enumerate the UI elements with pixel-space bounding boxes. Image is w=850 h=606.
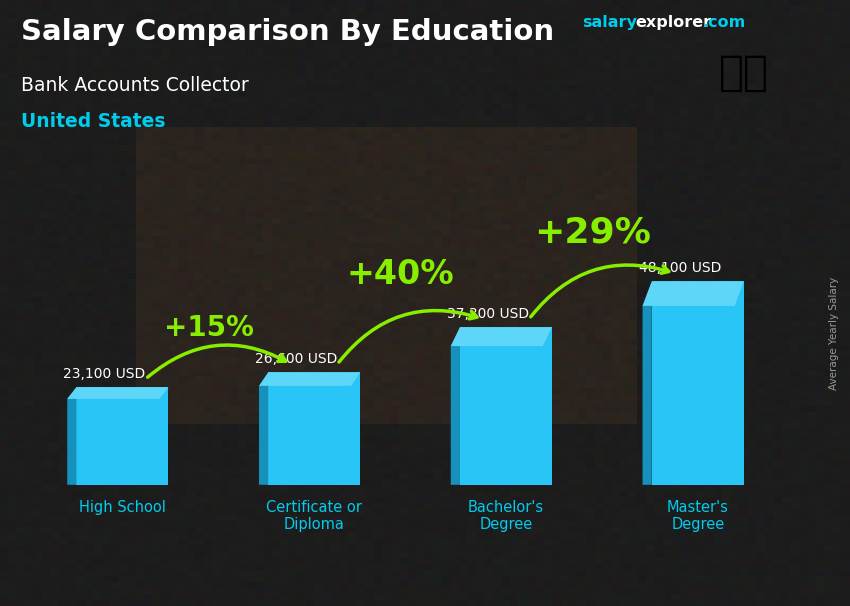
Text: High School: High School bbox=[79, 500, 166, 515]
Text: Salary Comparison By Education: Salary Comparison By Education bbox=[21, 18, 554, 46]
Text: Bank Accounts Collector: Bank Accounts Collector bbox=[21, 76, 249, 95]
Text: Master's
Degree: Master's Degree bbox=[667, 500, 728, 533]
Text: +40%: +40% bbox=[347, 258, 455, 291]
Bar bbox=[269, 372, 360, 485]
Text: .com: .com bbox=[702, 15, 745, 30]
Text: 37,300 USD: 37,300 USD bbox=[447, 307, 529, 321]
Bar bbox=[460, 327, 552, 485]
Text: 🇺🇸: 🇺🇸 bbox=[719, 52, 768, 93]
Polygon shape bbox=[67, 387, 168, 399]
Text: 23,100 USD: 23,100 USD bbox=[64, 367, 145, 381]
Text: explorer: explorer bbox=[636, 15, 712, 30]
Bar bbox=[76, 387, 168, 485]
Polygon shape bbox=[643, 282, 744, 306]
Text: 48,100 USD: 48,100 USD bbox=[638, 261, 721, 275]
Text: +15%: +15% bbox=[164, 314, 253, 342]
Text: Certificate or
Diploma: Certificate or Diploma bbox=[266, 500, 362, 533]
Text: United States: United States bbox=[21, 112, 166, 131]
Text: Average Yearly Salary: Average Yearly Salary bbox=[829, 277, 839, 390]
Polygon shape bbox=[259, 372, 360, 386]
Text: +29%: +29% bbox=[534, 216, 651, 250]
Text: 26,600 USD: 26,600 USD bbox=[255, 352, 337, 366]
Bar bbox=[652, 282, 744, 485]
Polygon shape bbox=[450, 327, 552, 346]
Polygon shape bbox=[643, 282, 652, 485]
Text: salary: salary bbox=[582, 15, 638, 30]
Polygon shape bbox=[450, 327, 460, 485]
Text: Bachelor's
Degree: Bachelor's Degree bbox=[468, 500, 544, 533]
Polygon shape bbox=[259, 372, 269, 485]
Polygon shape bbox=[67, 387, 76, 485]
